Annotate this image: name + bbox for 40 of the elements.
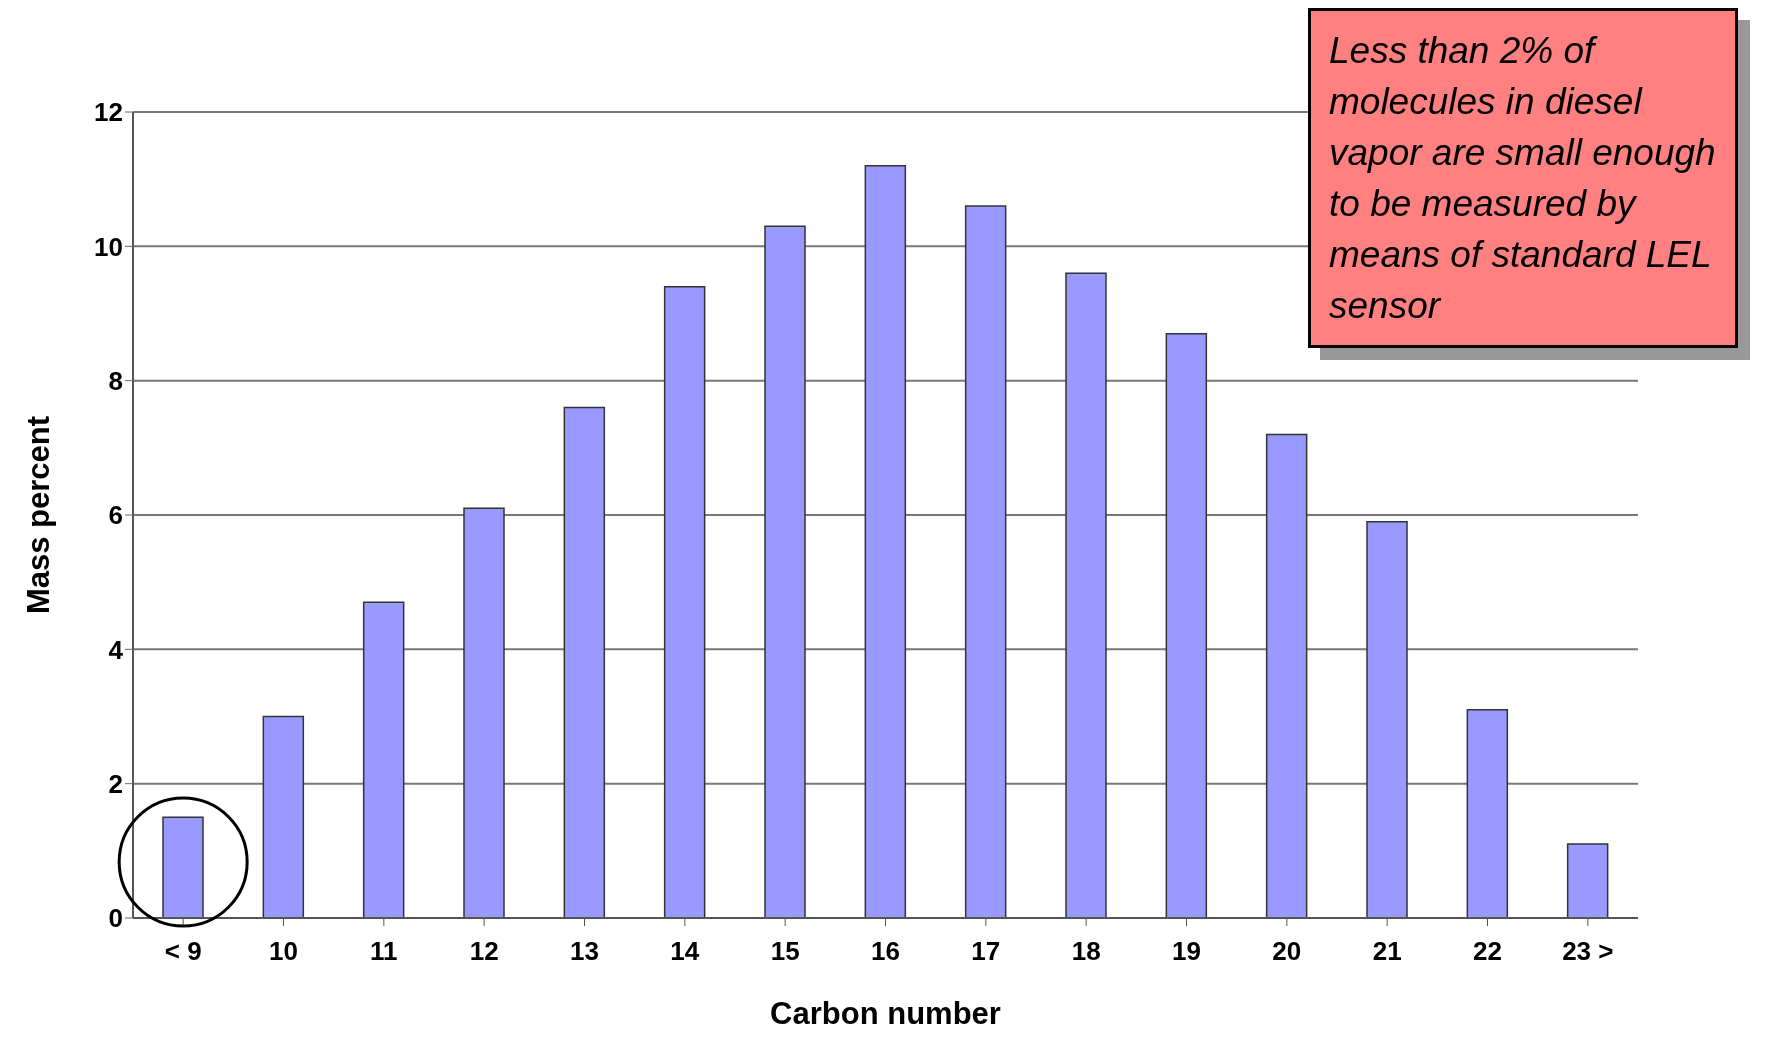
x-axis-title: Carbon number [770, 996, 1001, 1031]
y-tick-label: 0 [108, 903, 123, 934]
x-tick-label: 16 [871, 936, 900, 967]
x-tick-label: 18 [1071, 936, 1101, 967]
bar [362, 601, 405, 918]
bar [463, 507, 505, 918]
bar [964, 205, 1007, 918]
x-tick-label: 22 [1473, 936, 1502, 967]
x-tick-label: 10 [269, 936, 298, 967]
y-tick-label: 12 [94, 97, 123, 128]
x-tick-label: 20 [1272, 936, 1302, 967]
bar [1165, 332, 1208, 918]
x-tick-label: 17 [971, 936, 1001, 967]
bar [663, 285, 706, 918]
x-tick-label: 15 [770, 936, 800, 967]
x-tick-label: 13 [570, 936, 599, 967]
y-tick-label: 8 [108, 365, 123, 396]
bar [1065, 272, 1107, 918]
bar [1566, 843, 1609, 918]
x-tick-label: 11 [370, 936, 398, 967]
x-tick-label: 14 [670, 936, 700, 967]
bar [1466, 709, 1509, 918]
bar [764, 225, 806, 918]
bar [1366, 520, 1408, 918]
x-tick-label: 19 [1172, 936, 1201, 967]
bar [162, 816, 204, 918]
bar [262, 715, 305, 918]
x-tick-label: 21 [1372, 936, 1402, 967]
y-axis-title: Mass percent [21, 415, 57, 615]
bar [1265, 433, 1308, 918]
x-tick-label: 23 > [1562, 936, 1614, 967]
y-tick-label: 4 [108, 634, 124, 665]
bar [864, 164, 907, 918]
x-tick-label: 12 [469, 936, 499, 967]
annotation: Less than 2% of molecules in diesel vapor are small enough to be measured by means of standard LEL sensor [1308, 8, 1738, 348]
y-tick-label: 2 [108, 768, 123, 799]
y-tick-label: 10 [94, 231, 123, 262]
y-tick-label: 6 [108, 500, 123, 531]
x-tick-label: < 9 [164, 936, 202, 967]
bar [563, 406, 606, 918]
